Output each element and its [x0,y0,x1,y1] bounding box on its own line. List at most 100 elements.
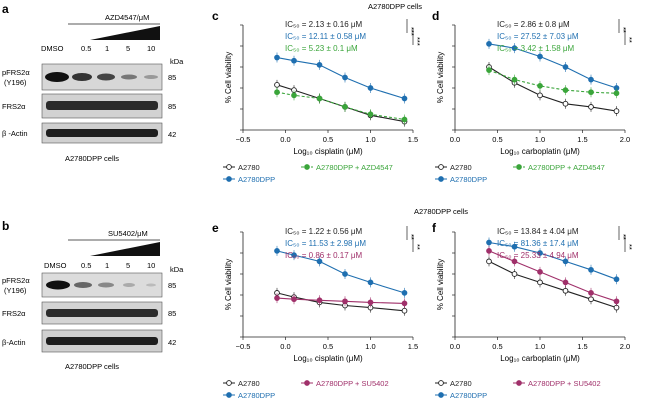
data-point [562,87,569,93]
x-tick-label: 1.5 [408,342,418,351]
data-point [367,85,374,91]
data-point [511,271,518,277]
panel-a-dose-1: 0.5 [81,44,91,53]
panel-a-treatment-label: AZD4547/μM [105,13,149,22]
legend-marker [516,380,522,386]
legend-label: A2780 [238,379,260,388]
data-point [613,298,620,305]
panel-b-band-kda-0: 85 [168,281,176,290]
y-axis-label: % Cell viability [436,259,445,311]
panel-a-band-kda-2: 42 [168,130,176,139]
ic50-label: IC₅₀ = 2.86 ± 0.8 μM [497,20,570,29]
data-point [401,116,408,123]
band [144,75,158,79]
ic50-label: IC₅₀ = 1.22 ± 0.56 μM [285,227,362,236]
series-line-0 [276,292,405,312]
ic50-label: IC₅₀ = 27.52 ± 7.03 μM [497,32,579,41]
panel-d-chart: d 0.0 0.5 1.0 1.5 2.0 Log₁₀ carboplatin (μM) % … [432,9,634,184]
x-tick-label: 1.0 [365,342,375,351]
legend-label: A2780 [238,163,260,172]
data-point [562,100,569,107]
data-point [562,279,569,286]
x-axis-label: Log₁₀ carboplatin (μM) [500,354,580,363]
legend-label: A2780DPP + AZD4547 [528,163,605,172]
panel-c-chart: c −0.5 0.0 0.5 1.0 1.5 Log₁₀ cisplatin (μM) % C… [212,9,422,184]
data-point [537,92,543,99]
legend-marker [438,176,444,182]
band [46,280,70,290]
ic50-label: IC₅₀ = 2.13 ± 0.16 μM [285,20,362,29]
panel-a-band-kda-1: 85 [168,102,176,111]
data-point [537,279,543,286]
data-point [537,83,543,89]
panel-b-letter: b [2,219,9,233]
panel-a-kda-label: kDa [170,57,184,66]
sig-stars: ** [413,244,422,250]
sig-stars: *** [407,27,416,36]
data-point [342,104,348,110]
legend-label: A2780DPP + SU5402 [316,379,389,388]
panel-a-cells-label: A2780DPP cells [65,154,119,163]
data-point [588,104,594,110]
band [121,74,137,80]
panel-b-band-sublabel-0: (Y196) [4,286,27,295]
data-point [537,269,543,275]
panel-a-dose-0: DMSO [41,44,64,53]
data-point [537,250,543,256]
series-line-1 [488,43,617,89]
panel-a-dose-4: 10 [147,44,155,53]
panel-b-treatment-label: SU5402/μM [108,229,148,238]
data-point [316,258,323,265]
data-point [511,258,518,265]
series-line-1 [276,250,405,294]
series-line-1 [276,57,405,100]
data-point [274,295,280,302]
sig-stars: *** [413,37,422,46]
data-point [613,276,620,283]
data-point [401,95,408,102]
panel-b-dose-4: 10 [147,261,155,270]
panel-b-band-label-0: pFRS2α [2,276,30,285]
panel-e-letter: e [212,221,219,235]
legend-marker [438,392,444,398]
data-point [537,53,543,60]
x-tick-label: 1.0 [535,135,545,144]
x-tick-label: 0.0 [280,135,290,144]
data-point [486,258,492,265]
ic50-label: IC₅₀ = 81.36 ± 17.4 μM [497,239,579,248]
x-tick-label: 1.5 [408,135,418,144]
data-point [511,243,518,250]
panel-b-band-label-1: FRS2α [2,309,26,318]
x-tick-label: 1.0 [535,342,545,351]
data-point [291,252,297,258]
band [98,282,114,288]
data-point [367,111,374,118]
panel-a-band-label-1: FRS2α [2,102,26,111]
data-point [401,290,408,296]
ic50-label: IC₅₀ = 5.23 ± 0.1 μM [285,44,358,53]
x-axis-label: Log₁₀ cisplatin (μM) [293,354,363,363]
panel-e-chart: e −0.5 0.0 0.5 1.0 1.5 Log₁₀ cisplatin (μM) % C… [212,221,422,400]
data-point [274,248,280,254]
sig-stars: ** [625,37,634,43]
x-tick-label: 0.0 [280,342,290,351]
panel-b: b SU5402/μM DMSO 0.5 1 5 10 kDa pFRS2α (… [2,219,184,371]
data-point [588,266,594,273]
x-tick-label: 0.5 [323,135,333,144]
panel-a-band-label-2: β -Actin [2,129,28,138]
data-point [291,92,297,99]
legend-label: A2780 [450,163,472,172]
legend-marker [226,380,232,386]
x-tick-label: 0.0 [450,135,460,144]
sig-stars: ** [619,234,628,240]
series-line-0 [488,260,617,309]
data-point [588,89,594,96]
panel-b-dose-3: 5 [126,261,130,270]
x-tick-label: 1.5 [577,342,587,351]
panel-a-dose-3: 5 [126,44,130,53]
panel-a-dose-2: 1 [105,44,109,53]
mid-cells-label: A2780DPP cells [414,207,468,216]
data-point [486,239,492,246]
legend-label: A2780 [450,379,472,388]
